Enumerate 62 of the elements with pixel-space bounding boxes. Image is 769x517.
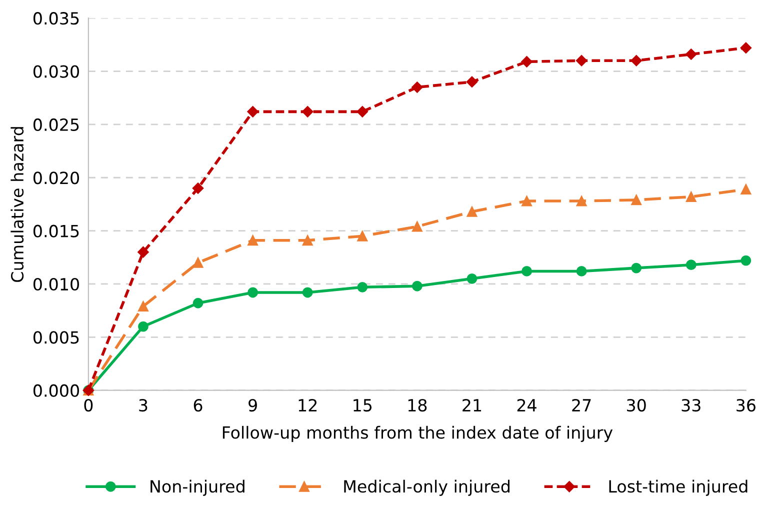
point xyxy=(248,235,258,246)
x-tick-label: 6 xyxy=(194,398,202,412)
point xyxy=(631,262,642,274)
legend-label: Non-injured xyxy=(150,480,244,496)
point xyxy=(740,184,752,195)
y-tick-label: 0.035 xyxy=(33,12,79,25)
legend-label: Medical-only injured xyxy=(344,480,510,496)
point xyxy=(412,280,422,292)
point xyxy=(192,298,204,308)
point xyxy=(686,260,696,270)
point xyxy=(576,55,588,66)
point xyxy=(522,266,532,276)
point xyxy=(521,56,532,68)
x-tick-label: 36 xyxy=(736,398,756,412)
point xyxy=(686,192,696,202)
point xyxy=(630,55,642,66)
point xyxy=(192,258,204,268)
point xyxy=(466,76,478,88)
point xyxy=(192,182,204,194)
point xyxy=(357,230,368,242)
x-tick-label: 18 xyxy=(408,398,427,412)
point xyxy=(686,48,697,60)
x-axis-title: Follow-up months from the index date of injury xyxy=(222,426,613,442)
x-tick-label: 30 xyxy=(627,398,646,412)
point xyxy=(412,221,422,232)
y-tick-label: 0.020 xyxy=(33,172,79,184)
point xyxy=(356,106,368,118)
point xyxy=(466,273,478,284)
point xyxy=(466,206,478,217)
point xyxy=(576,196,587,206)
point xyxy=(740,42,752,54)
y-tick-label: 0.000 xyxy=(33,384,79,397)
y-tick-label: 0.030 xyxy=(33,65,79,78)
point xyxy=(248,287,258,298)
point xyxy=(247,106,258,118)
point xyxy=(522,196,532,206)
point xyxy=(631,194,642,206)
x-tick-label: 33 xyxy=(682,398,700,412)
point xyxy=(412,82,423,93)
x-tick-label: 9 xyxy=(248,398,257,412)
x-tick-label: 0 xyxy=(84,398,93,412)
y-tick-label: 0.005 xyxy=(33,331,79,344)
point xyxy=(302,235,313,246)
y-tick-label: 0.015 xyxy=(33,224,79,238)
x-tick-label: 12 xyxy=(298,398,317,412)
x-tick-label: 15 xyxy=(354,399,372,412)
y-tick-label: 0.010 xyxy=(33,278,79,291)
x-tick-label: 27 xyxy=(572,398,591,412)
x-tick-label: 3 xyxy=(139,398,148,412)
legend-label: Lost-time injured xyxy=(609,480,748,496)
point xyxy=(138,321,148,332)
point xyxy=(138,301,148,312)
x-tick-label: 21 xyxy=(462,398,482,412)
x-tick-label: 24 xyxy=(517,398,536,412)
point xyxy=(302,287,313,298)
point xyxy=(357,282,368,292)
y-axis-title: Cumulative hazard xyxy=(10,127,24,282)
point xyxy=(740,255,752,266)
y-tick-label: 0.025 xyxy=(33,118,79,132)
point xyxy=(302,106,314,118)
point xyxy=(576,266,587,276)
point xyxy=(138,246,149,258)
